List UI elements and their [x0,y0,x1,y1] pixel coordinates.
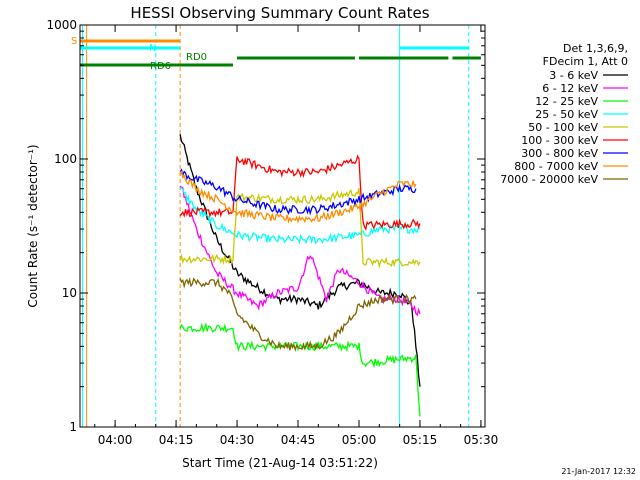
status-label-rd6: RD6 [150,61,171,72]
y-tick-label: 10 [62,286,77,300]
legend-header-line-1: Det 1,3,6,9, [563,42,628,55]
legend-label-7000-20000-kev: 7000 - 20000 keV [500,173,598,186]
series-line-100-300-kev [179,154,421,231]
y-tick-label: 1 [69,420,77,434]
x-axis-label: Start Time (21-Aug-14 03:51:22) [182,456,378,470]
series-line-300-800-kev [179,168,417,216]
y-tick-label: 1000 [46,18,77,32]
generation-timestamp: 21-Jan-2017 12:32 [561,467,636,476]
series-line-3-6-kev [179,134,421,387]
status-label-s: S [71,36,77,47]
series-line-50-100-kev [179,188,421,269]
x-tick-label: 04:15 [159,433,194,447]
x-tick-label: 04:00 [98,433,133,447]
status-label-n: N [149,43,156,54]
legend-label-6-12-kev: 6 - 12 keV [542,82,598,95]
series-line-12-25-kev [179,322,421,417]
x-tick-label: 04:45 [281,433,316,447]
plot-area: S N RD0 RD6 [71,25,481,427]
y-tick-label: 100 [54,152,77,166]
legend-label-12-25-kev: 12 - 25 keV [535,95,598,108]
legend-label-100-300-kev: 100 - 300 keV [521,134,598,147]
series-line-7000-20000-kev [179,277,417,352]
plot-frame [79,24,486,428]
legend-label-50-100-kev: 50 - 100 keV [528,121,598,134]
legend-label-300-800-kev: 300 - 800 keV [521,147,598,160]
legend-label-3-6-kev: 3 - 6 keV [549,69,598,82]
y-axis: 1 10 100 1000 [46,18,485,434]
legend: Det 1,3,6,9, FDecim 1, Att 0 3 - 6 keV6 … [500,42,628,186]
chart-title: HESSI Observing Summary Count Rates [130,4,429,22]
x-tick-label: 05:00 [342,433,377,447]
status-label-rd0: RD0 [186,52,207,63]
x-tick-label: 05:30 [464,433,499,447]
legend-header-line-2: FDecim 1, Att 0 [543,55,628,68]
x-axis: 04:00 04:15 04:30 04:45 05:00 05:15 05:30 [94,25,499,447]
y-axis-label: Count Rate (s⁻¹ detector⁻¹) [26,144,40,307]
series-line-25-50-kev [180,187,421,245]
series-line-800-7000-kev [179,170,417,224]
x-tick-label: 04:30 [220,433,255,447]
legend-label-800-7000-kev: 800 - 7000 keV [514,160,598,173]
x-tick-label: 05:15 [403,433,438,447]
legend-label-25-50-kev: 25 - 50 keV [535,108,598,121]
